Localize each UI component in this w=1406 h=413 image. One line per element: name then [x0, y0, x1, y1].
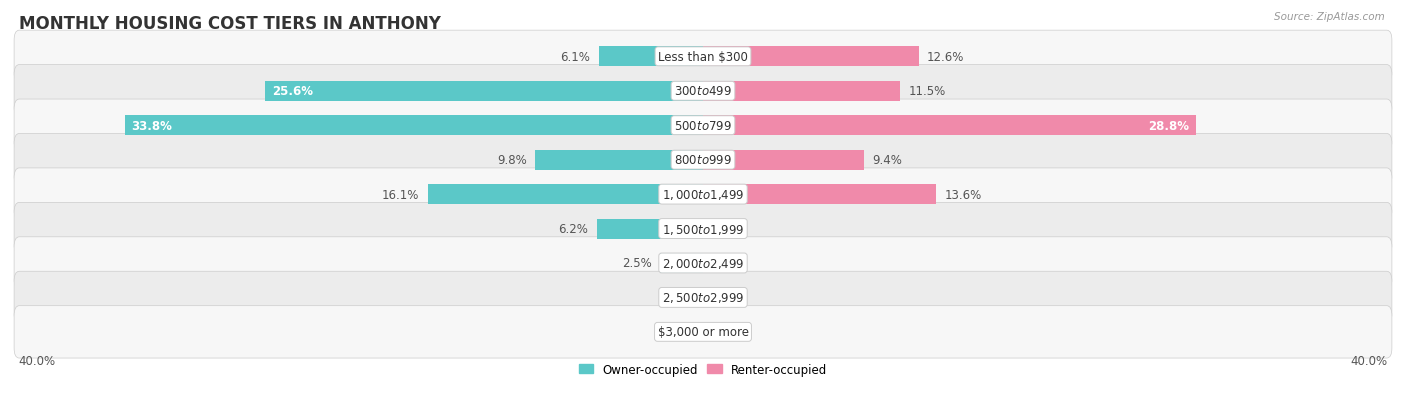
Bar	[536, 150, 703, 170]
Text: 0.0%: 0.0%	[711, 223, 741, 235]
Text: $2,000 to $2,499: $2,000 to $2,499	[662, 256, 744, 271]
Text: $1,500 to $1,999: $1,500 to $1,999	[662, 222, 744, 236]
Text: $300 to $499: $300 to $499	[673, 85, 733, 98]
FancyBboxPatch shape	[14, 237, 1392, 290]
FancyBboxPatch shape	[14, 134, 1392, 186]
Text: 6.2%: 6.2%	[558, 223, 588, 235]
Text: 13.6%: 13.6%	[945, 188, 981, 201]
Text: Less than $300: Less than $300	[658, 51, 748, 64]
Text: 9.8%: 9.8%	[496, 154, 527, 167]
Text: 25.6%: 25.6%	[271, 85, 312, 98]
Bar	[703, 47, 918, 67]
Text: 12.6%: 12.6%	[927, 51, 965, 64]
Text: 0.0%: 0.0%	[711, 291, 741, 304]
FancyBboxPatch shape	[14, 100, 1392, 152]
Text: 16.1%: 16.1%	[381, 188, 419, 201]
Text: $1,000 to $1,499: $1,000 to $1,499	[662, 188, 744, 202]
FancyBboxPatch shape	[14, 272, 1392, 324]
Text: $2,500 to $2,999: $2,500 to $2,999	[662, 291, 744, 305]
Text: 6.1%: 6.1%	[560, 51, 591, 64]
Text: 40.0%: 40.0%	[1350, 354, 1388, 368]
Text: 28.8%: 28.8%	[1147, 119, 1189, 133]
Bar	[599, 47, 703, 67]
Bar	[703, 150, 863, 170]
Bar	[598, 219, 703, 239]
Text: 0.0%: 0.0%	[711, 325, 741, 339]
Bar	[125, 116, 703, 136]
FancyBboxPatch shape	[14, 203, 1392, 255]
Text: MONTHLY HOUSING COST TIERS IN ANTHONY: MONTHLY HOUSING COST TIERS IN ANTHONY	[18, 15, 440, 33]
Bar	[264, 82, 703, 102]
Text: $500 to $799: $500 to $799	[673, 119, 733, 133]
Text: 33.8%: 33.8%	[132, 119, 173, 133]
FancyBboxPatch shape	[14, 65, 1392, 118]
Text: 2.5%: 2.5%	[621, 257, 651, 270]
FancyBboxPatch shape	[14, 31, 1392, 83]
Text: 0.0%: 0.0%	[665, 291, 695, 304]
Text: 9.4%: 9.4%	[872, 154, 903, 167]
Legend: Owner-occupied, Renter-occupied: Owner-occupied, Renter-occupied	[574, 358, 832, 380]
Bar	[703, 82, 900, 102]
Bar	[703, 116, 1197, 136]
Text: 11.5%: 11.5%	[908, 85, 946, 98]
Bar	[661, 254, 703, 273]
Text: 0.0%: 0.0%	[711, 257, 741, 270]
FancyBboxPatch shape	[14, 306, 1392, 358]
Bar	[703, 185, 936, 204]
Text: 40.0%: 40.0%	[18, 354, 56, 368]
Text: $3,000 or more: $3,000 or more	[658, 325, 748, 339]
Text: 0.0%: 0.0%	[665, 325, 695, 339]
Text: $800 to $999: $800 to $999	[673, 154, 733, 167]
FancyBboxPatch shape	[14, 169, 1392, 221]
Text: Source: ZipAtlas.com: Source: ZipAtlas.com	[1274, 12, 1385, 22]
Bar	[427, 185, 703, 204]
